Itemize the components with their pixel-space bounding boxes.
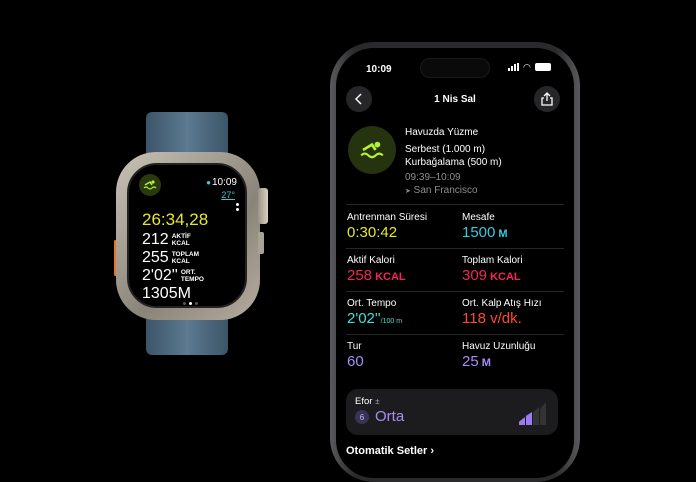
auto-sets-link[interactable]: Otomatik Setler [346, 445, 428, 457]
dynamic-island [420, 58, 490, 78]
metric-cell: Aktif Kalori 258 KCAL [347, 255, 457, 284]
divider [346, 334, 564, 335]
effort-level: Orta [375, 408, 405, 425]
wifi-icon: ◠ [523, 62, 531, 72]
effort-card[interactable]: Efor ± 6 Orta [346, 389, 558, 435]
metric-cell: Toplam Kalori 309 KCAL [462, 255, 572, 284]
metric-row: 255 TOPLAM KCAL [142, 249, 200, 266]
back-button[interactable] [346, 86, 372, 112]
metric-cell: Havuz Uzunluğu 25 M [462, 341, 572, 370]
share-icon [541, 92, 553, 106]
watch-time: 10:09 [211, 177, 237, 188]
effort-plus-minus-icon: ± [375, 397, 380, 406]
divider [346, 204, 564, 205]
status-icons: ◠ [508, 62, 551, 72]
digital-crown[interactable] [258, 188, 268, 224]
time-range: 09:39–10:09 [405, 172, 461, 183]
metric-row: 212 AKTİF KCAL [142, 231, 191, 248]
watch-screen: ● 10:09 27° 26:34,28 212 AKTİF KCAL 255 TOPL… [127, 163, 247, 308]
swimmer-icon [348, 126, 396, 174]
elapsed-time: 26:34,28 [142, 210, 209, 229]
metric-label: Aktif Kalori [347, 255, 395, 266]
chevron-left-icon [355, 93, 362, 105]
effort-bars [519, 399, 546, 425]
status-time: 10:09 [366, 64, 392, 75]
water-temp: 27° [221, 190, 235, 200]
metric-value: 2'02''/100 m [347, 310, 403, 327]
effort-bar [519, 417, 525, 425]
effort-score: 6 [355, 410, 369, 424]
metric-label: Ort. Kalp Atış Hızı [462, 298, 542, 309]
metric-label: Toplam Kalori [462, 255, 523, 266]
effort-bar [526, 412, 532, 425]
metric-label: Antrenman Süresi [347, 212, 428, 223]
page-dots[interactable] [183, 302, 198, 305]
metric-value: 60 [347, 353, 364, 370]
share-button[interactable] [534, 86, 560, 112]
workout-name: Havuzda Yüzme [405, 127, 479, 138]
scroll-indicator [236, 203, 239, 211]
water-drop-icon: ● [206, 178, 211, 187]
location-arrow-icon: ➤ [405, 188, 411, 195]
chevron-right-icon: › [430, 445, 435, 457]
effort-bar [540, 402, 546, 425]
signal-icon [508, 63, 519, 71]
phone-frame: 10:09 ◠ 1 Nis Sal Havuzda Yüzme Serbest … [330, 42, 580, 482]
distance: 1305M [142, 285, 191, 302]
location: San Francisco [413, 185, 478, 196]
metric-cell: Antrenman Süresi 0:30:42 [347, 212, 457, 241]
metric-label: Tur [347, 341, 362, 352]
metric-cell: Mesafe 1500 M [462, 212, 572, 241]
metric-value: 25 M [462, 353, 491, 370]
action-button[interactable] [114, 240, 117, 276]
metric-label: Mesafe [462, 212, 495, 223]
metric-value: 1500 M [462, 224, 508, 241]
stroke-item: Serbest (1.000 m) [405, 144, 486, 155]
metric-cell: Ort. Tempo 2'02''/100 m [347, 298, 457, 327]
battery-icon [534, 63, 551, 71]
phone-screen: 10:09 ◠ 1 Nis Sal Havuzda Yüzme Serbest … [336, 48, 574, 478]
page-title: 1 Nis Sal [434, 94, 476, 105]
metric-value: 309 KCAL [462, 267, 521, 284]
metric-label: Ort. Tempo [347, 298, 397, 309]
metric-value: 0:30:42 [347, 224, 398, 241]
metric-row: 2'02'' ORT. TEMPO [142, 267, 204, 284]
metric-value: 118 v/dk. [462, 310, 522, 327]
stroke-item: Kurbağalama (500 m) [405, 157, 502, 168]
metric-cell: Ort. Kalp Atış Hızı 118 v/dk. [462, 298, 572, 327]
metric-value: 258 KCAL [347, 267, 406, 284]
side-button[interactable] [258, 232, 264, 254]
divider [346, 291, 564, 292]
swimmer-icon [139, 174, 161, 196]
effort-bar [533, 407, 539, 425]
divider [346, 248, 564, 249]
metric-label: Havuz Uzunluğu [462, 341, 536, 352]
metric-cell: Tur 60 [347, 341, 457, 370]
effort-label: Efor [355, 396, 373, 407]
